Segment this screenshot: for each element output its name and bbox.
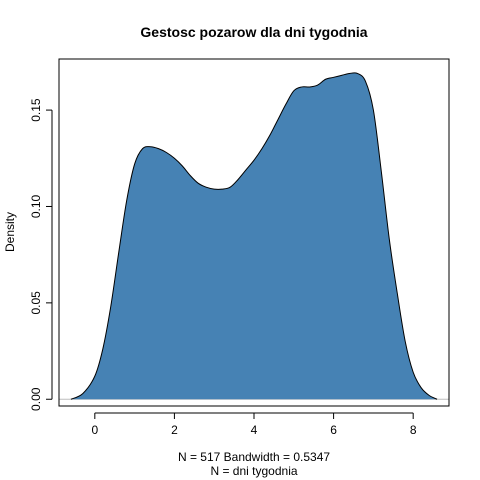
x-tick-label: 4 xyxy=(251,423,258,437)
plot-frame xyxy=(58,58,450,407)
y-tick-label: 0.05 xyxy=(29,291,43,315)
y-axis-label: Density xyxy=(3,212,17,252)
y-tick-label: 0.15 xyxy=(29,98,43,122)
density-fill xyxy=(70,72,438,400)
x-tick-label: 0 xyxy=(91,423,98,437)
density-curve xyxy=(70,72,438,400)
x-axis-label-line-1: N = 517 Bandwidth = 0.5347 xyxy=(178,450,330,464)
x-axis: 0 2 4 6 8 xyxy=(91,412,417,437)
x-tick-label: 2 xyxy=(171,423,178,437)
x-axis-label-line-2: N = dni tygodnia xyxy=(210,464,297,478)
plot-area xyxy=(59,72,449,400)
x-tick-label: 8 xyxy=(410,423,417,437)
x-tick-label: 6 xyxy=(330,423,337,437)
y-axis: 0.00 0.05 0.10 0.15 xyxy=(29,98,53,411)
y-tick-label: 0.00 xyxy=(29,387,43,411)
chart-title: Gestosc pozarow dla dni tygodnia xyxy=(140,24,367,40)
y-tick-label: 0.10 xyxy=(29,194,43,218)
